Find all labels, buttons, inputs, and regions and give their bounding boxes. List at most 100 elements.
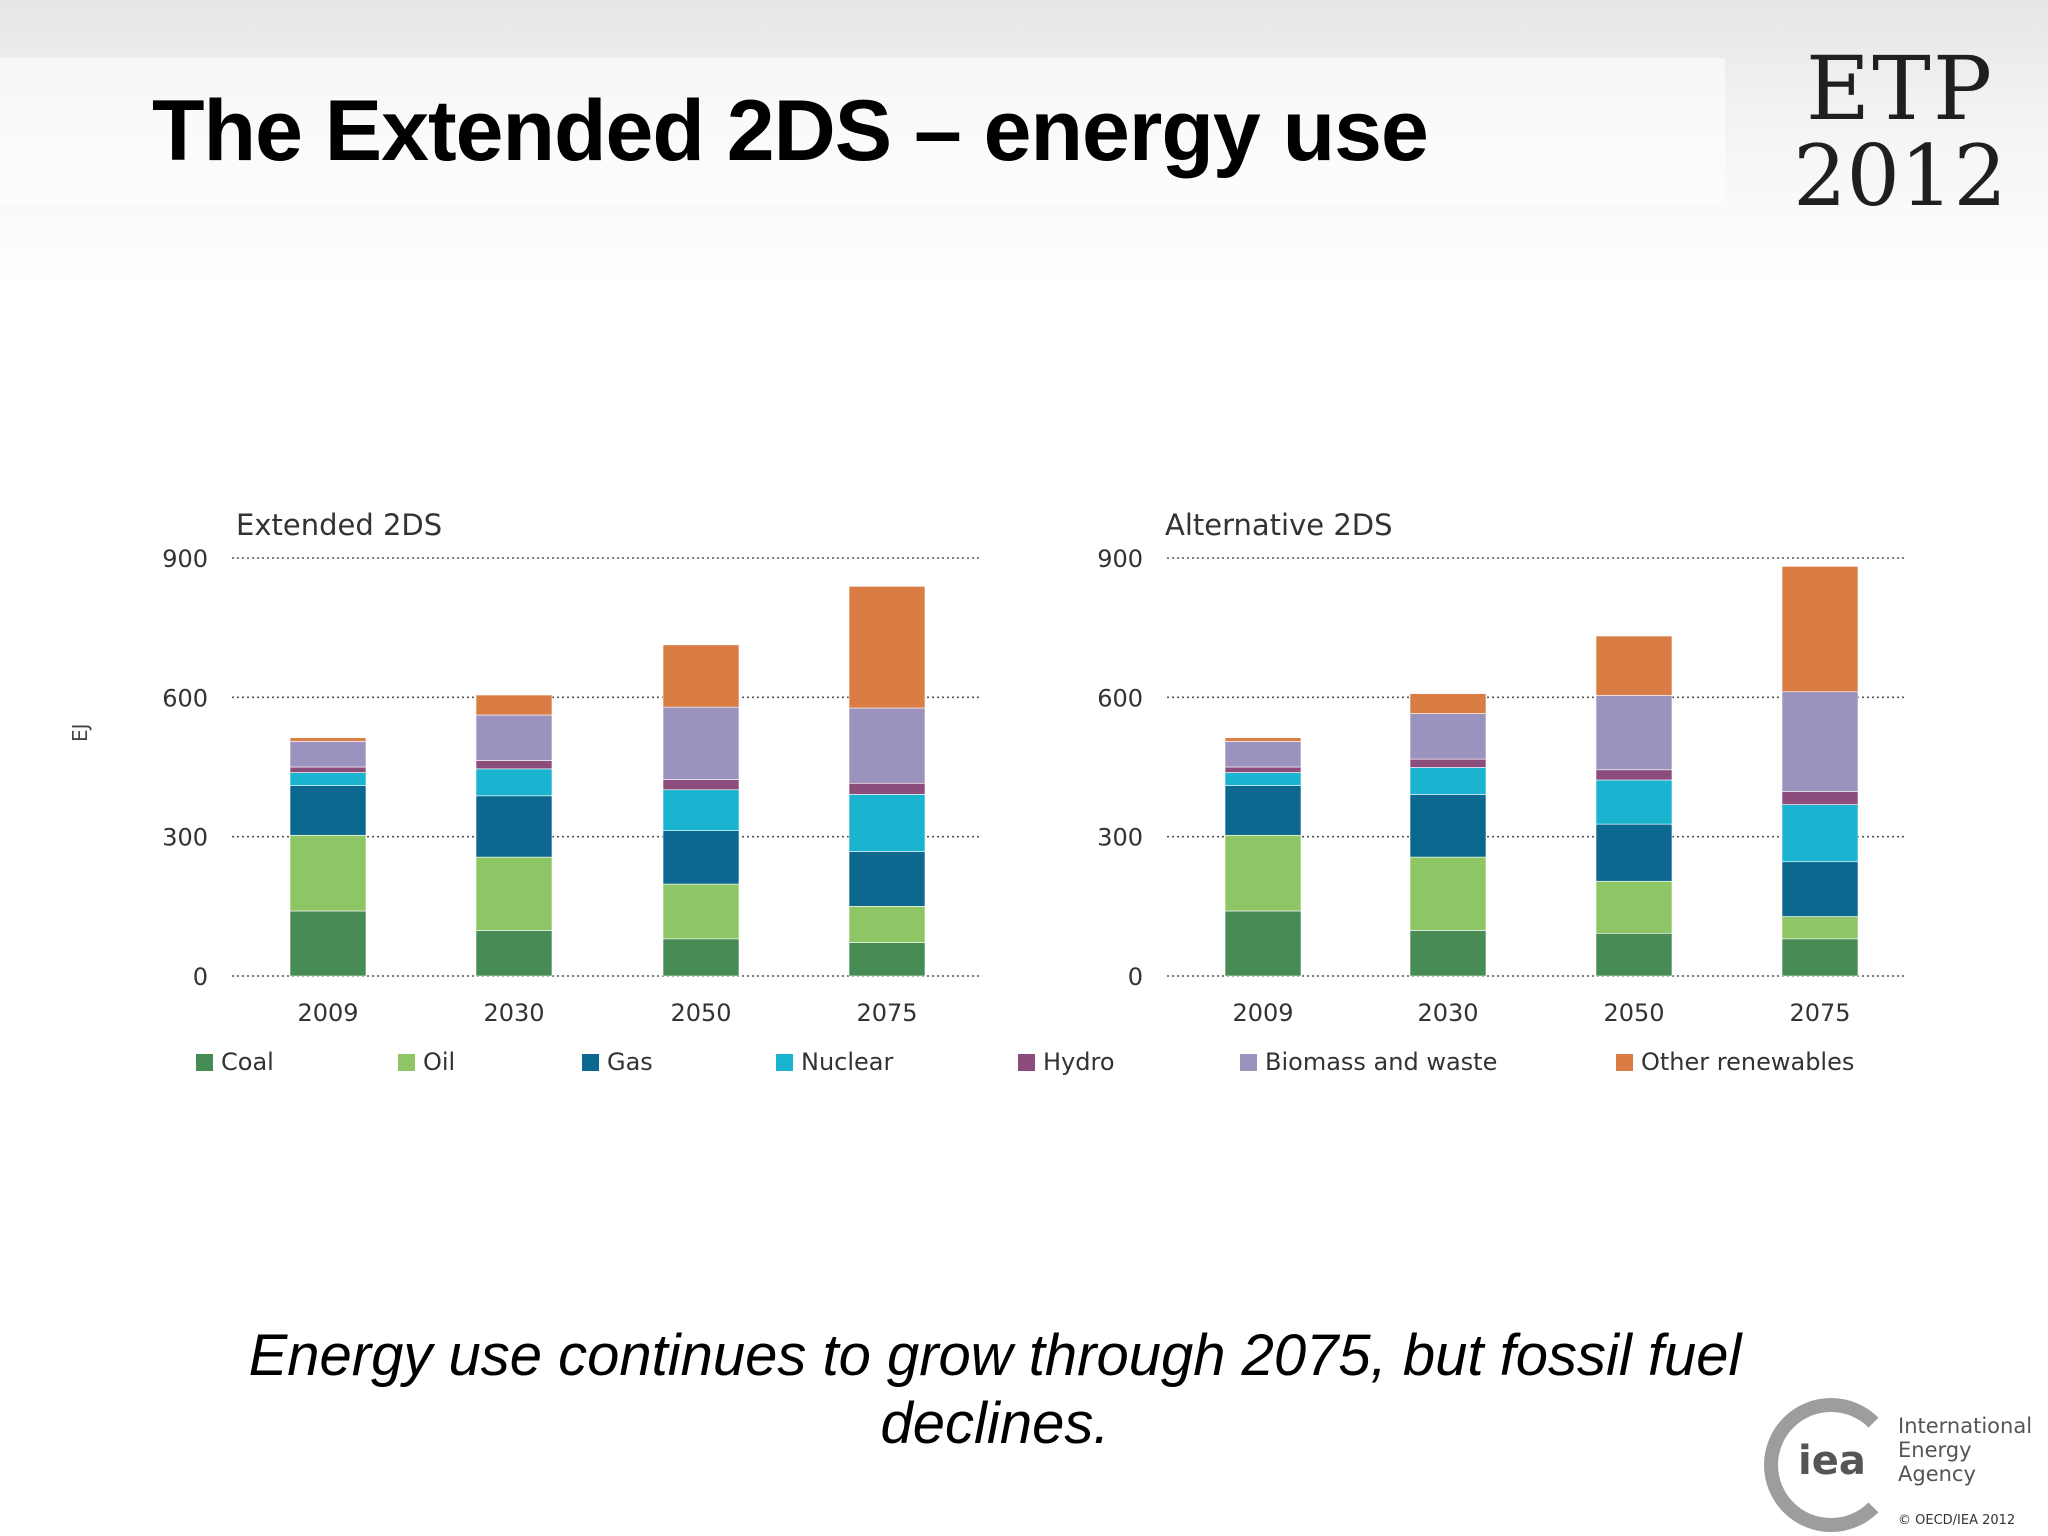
legend-label-hydro: Hydro xyxy=(1043,1048,1115,1076)
bar-segment-nuclear-2009 xyxy=(289,772,367,786)
legend-label-biomass-and-waste: Biomass and waste xyxy=(1265,1048,1498,1076)
chart-alternative-2ds: Alternative 2DS 0 300 600 900 2009 2030 2050 20… xyxy=(1075,500,1955,1027)
legend-item-nuclear: Nuclear xyxy=(776,1048,893,1076)
bar-segment-coal-2075 xyxy=(848,942,926,977)
bar-segment-hydro-2050 xyxy=(1595,769,1673,781)
x-tick-label-2030: 2030 xyxy=(1417,999,1478,1027)
bar-segment-coal-2009 xyxy=(1224,910,1302,977)
legend-swatch-gas xyxy=(582,1053,599,1071)
bar-segment-gas-2009 xyxy=(1224,785,1302,836)
bar-segment-biomass-and-waste-2050 xyxy=(662,706,740,780)
legend-swatch-coal xyxy=(196,1053,213,1071)
chart-title-extended-2ds: Extended 2DS xyxy=(236,508,443,542)
legend-label-gas: Gas xyxy=(607,1048,653,1076)
bar-segment-biomass-and-waste-2050 xyxy=(1595,695,1673,771)
bar-segment-oil-2050 xyxy=(662,883,740,940)
bar-segment-gas-2009 xyxy=(289,785,367,836)
chart-legend: Coal Oil Gas Nuclear Hydro Biomass and w… xyxy=(196,1048,1896,1082)
bar-segment-gas-2050 xyxy=(662,830,740,885)
bar-segment-oil-2075 xyxy=(1781,916,1859,940)
slide-caption: Energy use continues to grow through 207… xyxy=(248,1323,1742,1456)
y-tick-label-600: 600 xyxy=(1097,684,1143,712)
slide-title: The Extended 2DS – energy use xyxy=(152,83,1429,179)
bar-segment-other-renewables-2009 xyxy=(1224,737,1302,742)
copyright-notice: © OECD/IEA 2012 xyxy=(1898,1513,2016,1528)
bar-segment-nuclear-2050 xyxy=(662,789,740,831)
bar-segment-nuclear-2030 xyxy=(475,768,553,797)
iea-name-line2: Energy Agency xyxy=(1898,1438,1976,1487)
bar-segment-gas-2050 xyxy=(1595,823,1673,882)
bar-segment-oil-2030 xyxy=(1409,856,1487,931)
bar-segment-coal-2030 xyxy=(475,930,553,977)
bar-segment-oil-2009 xyxy=(289,834,367,912)
bar-segment-hydro-2050 xyxy=(662,779,740,791)
bar-segment-other-renewables-2050 xyxy=(662,644,740,708)
legend-item-coal: Coal xyxy=(196,1048,274,1076)
y-tick-label-0: 0 xyxy=(1128,963,1143,991)
bar-segment-biomass-and-waste-2075 xyxy=(1781,691,1859,792)
bar-segment-coal-2050 xyxy=(662,938,740,977)
bar-segment-coal-2030 xyxy=(1409,930,1487,977)
bar-segment-gas-2030 xyxy=(475,795,553,858)
bar-segment-nuclear-2075 xyxy=(848,794,926,852)
x-tick-label-2009: 2009 xyxy=(1232,999,1293,1027)
bar-segment-other-renewables-2075 xyxy=(1781,566,1859,693)
bar-segment-nuclear-2030 xyxy=(1409,767,1487,795)
bar-segment-nuclear-2050 xyxy=(1595,779,1673,825)
y-tick-label-600: 600 xyxy=(162,684,208,712)
bar-segment-hydro-2009 xyxy=(289,766,367,773)
bar-segment-nuclear-2075 xyxy=(1781,804,1859,863)
legend-item-other-renewables: Other renewables xyxy=(1616,1048,1854,1076)
iea-name: International Energy Agency xyxy=(1898,1414,2043,1486)
etp-2012-logo: ETP 2012 xyxy=(1780,44,2020,219)
bar-segment-coal-2050 xyxy=(1595,932,1673,977)
etp-logo-line1: ETP xyxy=(1805,37,1995,140)
chart-extended-2ds-plot: 0 300 600 900 2009 2030 2050 2075 xyxy=(162,545,982,1027)
iea-logo: iea International Energy Agency xyxy=(1758,1390,2043,1532)
legend-item-gas: Gas xyxy=(582,1048,653,1076)
x-tick-label-2075: 2075 xyxy=(856,999,917,1027)
legend-label-coal: Coal xyxy=(221,1048,274,1076)
legend-label-oil: Oil xyxy=(423,1048,456,1076)
bar-segment-biomass-and-waste-2075 xyxy=(848,707,926,784)
y-tick-label-0: 0 xyxy=(193,963,208,991)
bar-segment-other-renewables-2075 xyxy=(848,586,926,709)
bar-segment-gas-2030 xyxy=(1409,794,1487,858)
title-banner-band xyxy=(0,58,1725,204)
chart-alternative-2ds-plot: 0 300 600 900 2009 2030 2050 2075 xyxy=(1097,545,1907,1027)
title-banner: The Extended 2DS – energy use ETP 2012 xyxy=(0,0,2048,284)
bar-segment-hydro-2009 xyxy=(1224,766,1302,773)
legend-swatch-nuclear xyxy=(776,1053,793,1071)
bar-segment-biomass-and-waste-2030 xyxy=(1409,713,1487,760)
y-axis-label: EJ xyxy=(68,723,92,742)
bar-segment-biomass-and-waste-2009 xyxy=(1224,741,1302,768)
etp-logo-line2: 2012 xyxy=(1793,126,2007,225)
x-tick-label-2050: 2050 xyxy=(1603,999,1664,1027)
bar-segment-gas-2075 xyxy=(848,851,926,907)
legend-item-hydro: Hydro xyxy=(1018,1048,1115,1076)
y-tick-label-900: 900 xyxy=(162,545,208,573)
bar-segment-gas-2075 xyxy=(1781,861,1859,917)
x-tick-label-2075: 2075 xyxy=(1789,999,1850,1027)
bar-segment-coal-2075 xyxy=(1781,938,1859,977)
bar-segment-hydro-2030 xyxy=(1409,758,1487,768)
legend-swatch-hydro xyxy=(1018,1053,1035,1071)
y-tick-label-900: 900 xyxy=(1097,545,1143,573)
y-tick-label-300: 300 xyxy=(162,824,208,852)
chart-title-alternative-2ds: Alternative 2DS xyxy=(1165,508,1393,542)
legend-swatch-other-renewables xyxy=(1616,1053,1633,1071)
bar-segment-biomass-and-waste-2030 xyxy=(475,714,553,761)
iea-mark: iea xyxy=(1798,1438,1866,1484)
bar-segment-coal-2009 xyxy=(289,910,367,977)
bar-segment-biomass-and-waste-2009 xyxy=(289,741,367,768)
bar-segment-other-renewables-2030 xyxy=(475,694,553,716)
y-tick-label-300: 300 xyxy=(1097,824,1143,852)
bar-segment-hydro-2030 xyxy=(475,760,553,770)
legend-swatch-biomass-and-waste xyxy=(1240,1053,1257,1071)
legend-item-oil: Oil xyxy=(398,1048,455,1076)
bar-segment-nuclear-2009 xyxy=(1224,772,1302,786)
bar-segment-oil-2030 xyxy=(475,856,553,931)
chart-extended-2ds: Extended 2DS 0 300 600 900 2009 2030 2050 2075 xyxy=(140,500,1020,1027)
x-tick-label-2030: 2030 xyxy=(483,999,544,1027)
bar-segment-oil-2075 xyxy=(848,906,926,943)
